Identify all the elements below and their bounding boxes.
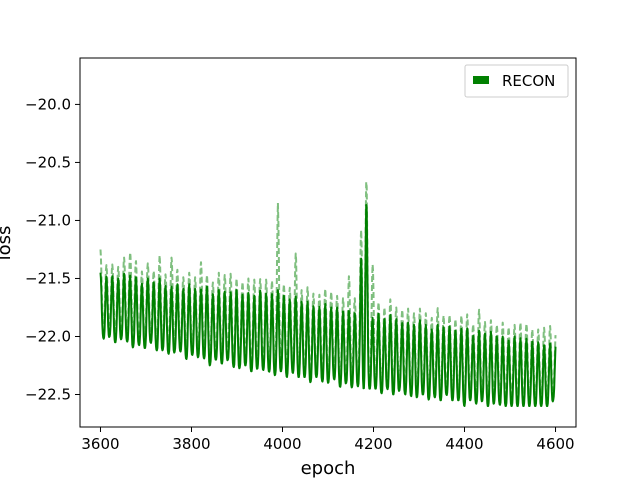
y-axis-ticks: −22.5 −22.0 −21.5 −21.0 −20.5 −20.0	[25, 95, 80, 404]
x-tick-label: 4000	[263, 435, 301, 453]
series-line-recon-dashed	[99, 180, 557, 396]
series-line-recon-solid	[99, 204, 557, 407]
y-tick-label: −22.0	[25, 327, 71, 345]
x-tick-label: 3800	[172, 435, 210, 453]
legend-swatch-recon	[473, 76, 489, 84]
y-tick-label: −20.5	[25, 153, 71, 171]
x-axis-label: epoch	[301, 458, 356, 479]
plot-area	[99, 180, 557, 407]
legend: RECON	[464, 64, 569, 98]
series-layer	[99, 180, 557, 407]
x-tick-label: 4200	[354, 435, 392, 453]
legend-label-recon: RECON	[502, 72, 555, 90]
y-tick-label: −22.5	[25, 386, 71, 404]
axes-frame	[79, 57, 577, 428]
y-tick-label: −21.0	[25, 211, 71, 229]
x-tick-label: 3600	[81, 435, 119, 453]
x-tick-label: 4400	[445, 435, 483, 453]
x-axis-ticks: 3600 3800 4000 4200 4400 4600	[81, 427, 575, 453]
x-tick-label: 4600	[536, 435, 574, 453]
y-axis-label: loss	[0, 226, 15, 261]
legend-box	[464, 64, 569, 98]
y-tick-label: −20.0	[25, 95, 71, 113]
y-tick-label: −21.5	[25, 269, 71, 287]
